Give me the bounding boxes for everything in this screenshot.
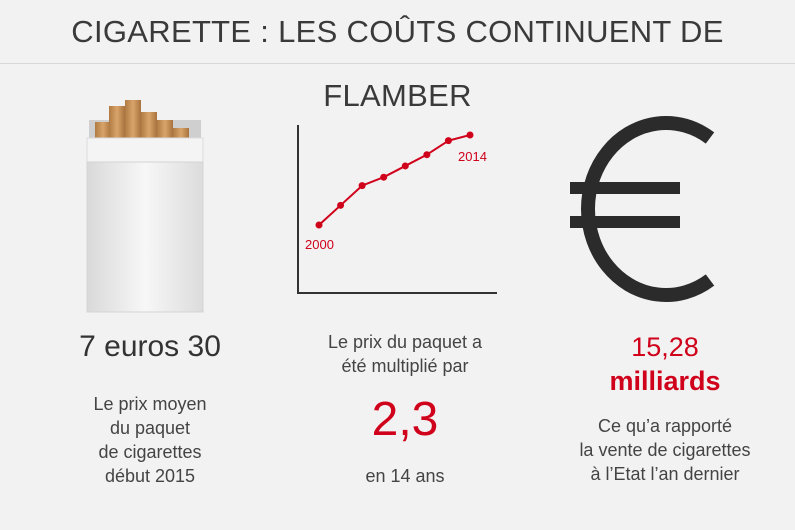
tax-revenue-unit: milliards bbox=[609, 366, 721, 396]
data-point bbox=[380, 173, 388, 181]
description-line: du paquet bbox=[109, 418, 191, 438]
description-line: Le prix moyen bbox=[93, 394, 207, 414]
tax-revenue-description: Ce qu’a rapporté la vente de cigarettes … bbox=[545, 414, 785, 486]
average-price-value: 7 euros 30 bbox=[79, 330, 221, 363]
data-point bbox=[466, 131, 474, 139]
price-line-chart: 2000 2014 bbox=[297, 125, 497, 294]
data-point bbox=[358, 182, 366, 190]
data-point bbox=[423, 151, 431, 159]
multiplier-value: 2,3 bbox=[371, 393, 439, 446]
end-year-label: 2014 bbox=[458, 149, 487, 164]
multiplier-period: en 14 ans bbox=[365, 466, 445, 486]
euro-icon bbox=[570, 116, 715, 302]
data-point bbox=[444, 137, 452, 145]
tax-revenue-value: 15,28 bbox=[631, 332, 699, 362]
multiplier-intro-line: été multiplié par bbox=[341, 356, 469, 376]
data-point bbox=[337, 201, 345, 209]
description-line: la vente de cigarettes bbox=[579, 440, 751, 460]
multiplier-intro-line: Le prix du paquet a bbox=[327, 332, 483, 352]
description-line: à l’Etat l’an dernier bbox=[590, 464, 740, 484]
page-title: CIGARETTE : LES COÛTS CONTINUENT DE FLAM… bbox=[0, 0, 795, 113]
description-line: Ce qu’a rapporté bbox=[597, 416, 733, 436]
description-line: début 2015 bbox=[104, 466, 196, 486]
price-series-line bbox=[318, 134, 471, 226]
data-point bbox=[315, 221, 323, 229]
start-year-label: 2000 bbox=[305, 237, 334, 252]
data-point bbox=[401, 162, 409, 170]
cigarette-pack-icon bbox=[86, 100, 204, 313]
average-price-description: Le prix moyen du paquet de cigarettes dé… bbox=[30, 392, 270, 488]
description-line: de cigarettes bbox=[98, 442, 202, 462]
